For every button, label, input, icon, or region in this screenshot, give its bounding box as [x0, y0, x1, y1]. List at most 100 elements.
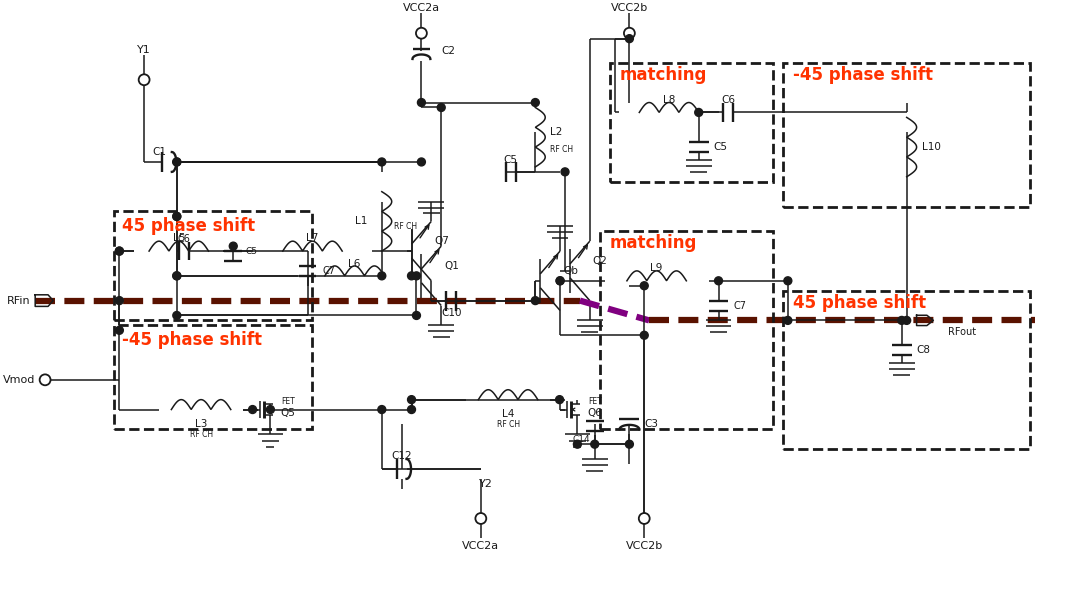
Text: L2: L2: [550, 127, 563, 137]
Bar: [114, 325, 312, 430]
Circle shape: [413, 272, 420, 280]
Circle shape: [640, 282, 648, 290]
Circle shape: [173, 272, 180, 280]
Circle shape: [378, 272, 386, 280]
Text: Q2: Q2: [593, 256, 608, 266]
Text: VCC2a: VCC2a: [462, 541, 499, 551]
Text: L7: L7: [307, 233, 319, 243]
Text: L9: L9: [650, 263, 663, 273]
Circle shape: [715, 277, 723, 285]
Circle shape: [116, 247, 123, 255]
Text: -45 phase shift: -45 phase shift: [793, 66, 933, 84]
Text: L1: L1: [354, 217, 367, 226]
Text: -45 phase shift: -45 phase shift: [122, 331, 262, 349]
Text: RFin: RFin: [6, 296, 30, 306]
Text: RF CH: RF CH: [550, 145, 573, 154]
Text: C5: C5: [245, 247, 257, 255]
Text: C6: C6: [721, 94, 735, 105]
Text: C8: C8: [917, 345, 931, 355]
Text: C12: C12: [391, 451, 411, 461]
Circle shape: [173, 212, 180, 220]
Circle shape: [556, 277, 564, 285]
Text: L10: L10: [921, 142, 941, 152]
Circle shape: [784, 316, 792, 324]
Circle shape: [625, 440, 633, 448]
Text: matching: matching: [609, 234, 697, 252]
Circle shape: [625, 34, 633, 42]
Circle shape: [173, 312, 180, 319]
Text: RFout: RFout: [948, 327, 976, 338]
Circle shape: [407, 272, 416, 280]
Circle shape: [116, 296, 123, 304]
Text: C7: C7: [323, 266, 336, 276]
Circle shape: [407, 405, 416, 413]
Bar: [599, 231, 773, 430]
Circle shape: [116, 247, 123, 255]
Circle shape: [407, 396, 416, 404]
Circle shape: [555, 396, 564, 404]
Circle shape: [173, 212, 180, 220]
Text: Vmod: Vmod: [3, 375, 36, 385]
Text: C5: C5: [714, 142, 728, 152]
Circle shape: [116, 326, 123, 335]
Text: 45 phase shift: 45 phase shift: [122, 217, 256, 235]
Bar: [783, 63, 1030, 206]
Text: RF CH: RF CH: [189, 430, 213, 439]
Text: C10: C10: [441, 309, 461, 318]
Text: Q5: Q5: [281, 408, 296, 417]
Text: C7: C7: [733, 301, 746, 310]
Circle shape: [784, 277, 792, 285]
Text: VCC2b: VCC2b: [625, 541, 663, 551]
Circle shape: [413, 312, 420, 319]
Circle shape: [229, 242, 238, 250]
Text: C2: C2: [442, 46, 456, 56]
Text: VCC2a: VCC2a: [403, 4, 440, 13]
Text: VCC2b: VCC2b: [611, 4, 648, 13]
Text: FET: FET: [588, 397, 602, 406]
Circle shape: [531, 99, 539, 106]
Text: C14: C14: [572, 435, 590, 443]
Circle shape: [418, 158, 426, 166]
Bar: [783, 290, 1030, 449]
Bar: [114, 212, 312, 321]
Text: L5: L5: [173, 233, 185, 243]
Circle shape: [173, 272, 180, 280]
Text: C1: C1: [152, 147, 166, 157]
Text: RF CH: RF CH: [497, 420, 519, 429]
Text: Y2: Y2: [478, 479, 492, 489]
Circle shape: [556, 277, 564, 285]
Circle shape: [173, 158, 180, 166]
Circle shape: [418, 99, 426, 106]
Text: Q1: Q1: [444, 261, 459, 271]
Text: matching: matching: [620, 66, 707, 84]
Text: L8: L8: [663, 94, 675, 105]
Circle shape: [267, 405, 274, 413]
Circle shape: [640, 332, 648, 339]
Text: RF CH: RF CH: [394, 222, 417, 231]
Text: L4: L4: [502, 410, 514, 419]
Circle shape: [531, 296, 539, 304]
Text: 45 phase shift: 45 phase shift: [793, 293, 926, 312]
Circle shape: [591, 440, 598, 448]
Text: Qb: Qb: [563, 266, 578, 276]
Circle shape: [378, 405, 386, 413]
Circle shape: [248, 405, 257, 413]
Circle shape: [573, 440, 581, 448]
Circle shape: [903, 316, 910, 324]
Text: L6: L6: [349, 259, 361, 269]
Circle shape: [378, 158, 386, 166]
Text: C3: C3: [645, 419, 658, 430]
Text: Q7: Q7: [434, 236, 449, 246]
Circle shape: [561, 168, 569, 176]
Text: FET: FET: [281, 397, 295, 406]
Circle shape: [173, 158, 180, 166]
Text: L3: L3: [194, 419, 207, 430]
Bar: [609, 63, 773, 182]
Text: Q6: Q6: [588, 408, 603, 417]
Circle shape: [437, 103, 445, 111]
Text: C5: C5: [503, 155, 517, 165]
Text: Y1: Y1: [137, 45, 151, 55]
Circle shape: [694, 108, 703, 116]
Circle shape: [897, 316, 906, 324]
Text: C6: C6: [177, 234, 190, 244]
